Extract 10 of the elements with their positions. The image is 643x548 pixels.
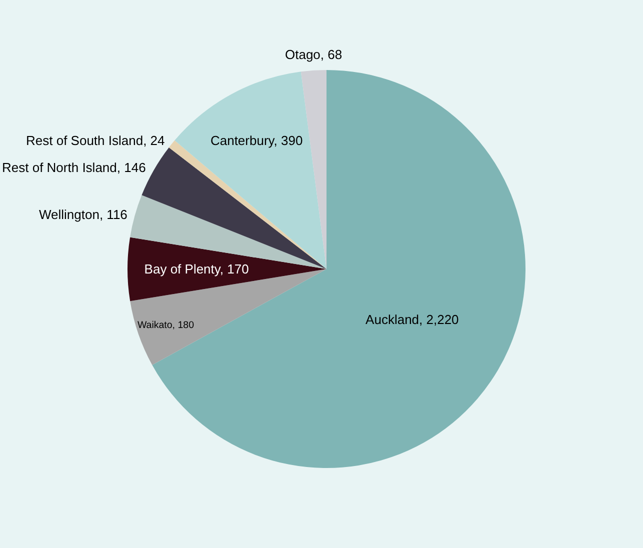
slice-label: Canterbury, 390: [210, 133, 303, 148]
pie-slice: [128, 237, 326, 302]
slice-label: Wellington, 116: [39, 207, 128, 222]
slice-label: Auckland, 2,220: [366, 312, 459, 328]
slice-label: Waikato, 180: [137, 320, 195, 331]
slice-label: Rest of North Island, 146: [2, 160, 146, 175]
slice-label: Bay of Plenty, 170: [144, 262, 249, 276]
pie-slice: [300, 70, 326, 269]
slice-label: Rest of South Island, 24: [26, 133, 165, 148]
slice-label: Otago, 68: [285, 47, 342, 62]
